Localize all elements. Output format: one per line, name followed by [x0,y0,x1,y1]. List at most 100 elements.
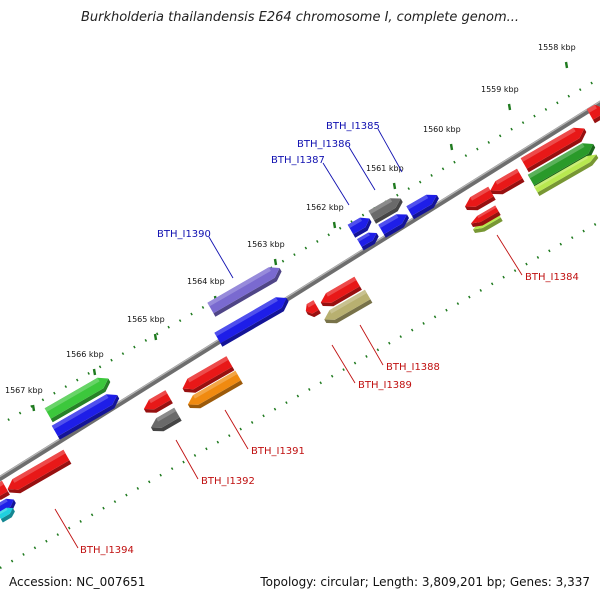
gene-bth-i1384-side [471,211,501,227]
gene-bth-i1389-side [320,286,362,307]
inner-scale-track-dot [330,374,334,378]
gene-label-leader [54,508,79,549]
inner-scale-track-dot [56,533,60,537]
context-gene-0-top [406,194,437,216]
inner-scale-track-dot [250,421,254,424]
context-gene-9-highlight [470,186,491,201]
gene-bth-i1392 [151,407,182,432]
outer-scale-track-dot [498,134,502,138]
context-gene-2 [214,297,289,347]
gene-bth-i1394-side [7,460,72,494]
outer-scale-track-dot [178,319,182,323]
inner-scale-track-dot [422,322,425,325]
gene-bth-i1389-highlight [325,276,357,297]
inner-scale-track-dot [525,262,528,266]
gene-label-leader [496,234,523,276]
gene-bth-i1392-highlight [156,407,177,422]
inner-scale-track-dot [548,249,551,253]
inner-scale-track-dot [285,401,288,405]
kbp-major-tick [449,143,454,151]
kbp-major-tick [31,404,36,412]
gene-bth-i1390-highlight [207,267,271,307]
genome-summary-text: Topology: circular; Length: 3,809,201 bp… [260,575,590,589]
outer-scale-track-dot [430,174,433,177]
context-gene-5 [520,127,587,173]
context-gene-1 [357,232,379,251]
kbp-tick-label: 1566 kbp [66,350,104,359]
context-gene-2-top [214,297,287,344]
gene-bth-i1389 [320,276,362,307]
context-gene-4 [51,394,120,440]
kbp-tick-label: 1563 kbp [247,240,285,249]
context-gene-1-highlight [357,232,370,242]
kbp-tick-label: 1560 kbp [423,125,461,134]
outer-scale-track-dot [304,246,308,250]
outer-scale-track-dot [556,101,559,105]
outer-scale-track-dot [53,391,56,395]
context-gene-0 [406,194,439,220]
outer-scale-track-dot [121,352,125,356]
outer-scale-track-dot [41,398,45,402]
gene-bth-i1390 [207,267,282,317]
context-gene-1-top [357,232,377,247]
inner-scale-track-dot [593,223,597,226]
context-gene-8 [586,104,600,124]
inner-scale-track-dot [45,539,48,543]
outer-scale-track-dot [418,180,422,184]
gene-bth-i1386-top [378,214,407,235]
inner-scale-track-dot [33,546,37,550]
kbp-tick-label: 1562 kbp [306,203,344,212]
context-gene-17-side [0,508,15,523]
inner-scale-track-dot [353,361,357,365]
gene-label-leader [175,439,199,480]
inner-scale-track-dot [79,520,82,523]
context-gene-2-side [220,298,289,347]
chromosome-backbone [0,100,600,482]
context-gene-17 [0,507,15,523]
context-gene-4-top [51,394,118,437]
context-gene-14-highlight [306,300,316,308]
gene-bth-i1391 [187,370,243,409]
outer-scale-track-dot [464,154,468,158]
gene-bth-i1386-side [383,214,409,238]
outer-scale-track-dot [293,253,296,257]
inner-scale-track-dot [102,506,105,510]
gene-label: BTH_I1394 [80,545,134,556]
gene-label: BTH_I1392 [201,476,255,487]
context-gene-7-top [533,154,597,193]
context-gene-9 [465,186,496,211]
context-gene-12-highlight [148,390,168,404]
accession-text: Accession: NC_007651 [9,575,146,589]
inner-scale-track-dot [388,341,391,345]
map-title: Burkholderia thailandensis E264 chromoso… [80,10,520,25]
outer-scale-track-dot [133,345,136,349]
outer-scale-track-dot [544,108,548,111]
inner-scale-track-dot [193,454,197,457]
gene-bth-i1387-highlight [347,217,362,229]
inner-scale-track-dot [22,553,25,556]
outer-scale-track-dot [144,339,148,342]
gene-bth-i1385 [368,198,403,224]
inner-scale-track-dot [536,256,540,259]
outer-scale-track-dot [110,358,113,362]
context-gene-6-top [527,143,594,186]
tick-layer: 1558 kbp 1559 kbp 1560 kbp 1561 kbp 1562 kbp… [0,43,597,570]
gene-bth-i1385-side [374,198,403,224]
inner-scale-track-dot [125,493,128,497]
context-gene-7-side [537,154,599,196]
outer-scale-track-dot [64,385,68,389]
context-gene-11-side [473,217,503,233]
inner-scale-track-dot [365,355,368,358]
outer-scale-track-dot [30,405,33,408]
inner-scale-track-dot [570,236,574,240]
gene-bth-i1394-highlight [12,449,66,483]
context-gene-5-top [520,127,585,169]
context-gene-1-side [361,233,379,251]
kbp-major-tick [564,61,569,69]
context-gene-10-highlight [495,168,519,185]
outer-scale-track-dot [361,213,365,217]
inner-scale-track-dot [445,308,448,312]
context-gene-6-highlight [527,143,585,179]
gene-bth-i1390-side [213,268,282,317]
kbp-tick-label: 1565 kbp [127,315,165,324]
